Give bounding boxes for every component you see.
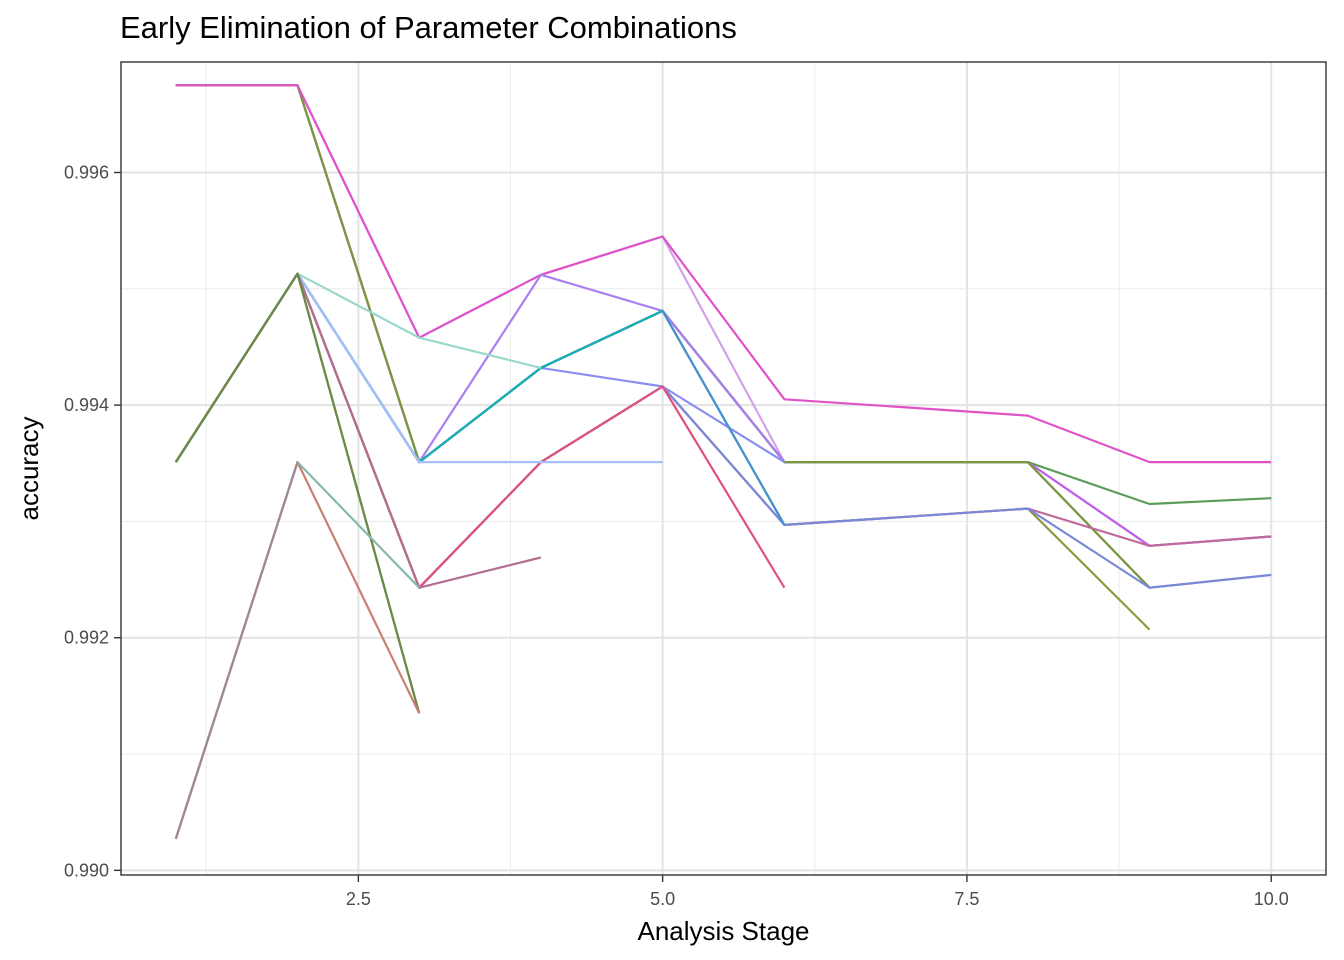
x-axis-title: Analysis Stage	[638, 916, 810, 946]
x-axis: 2.5 5.0 7.5 10.0	[346, 875, 1289, 909]
x-tick-label: 10.0	[1254, 889, 1289, 909]
series-group	[174, 84, 1272, 840]
x-tick-label: 5.0	[650, 889, 675, 909]
y-tick-label: 0.996	[64, 162, 109, 182]
y-tick-label: 0.992	[64, 628, 109, 648]
x-tick-label: 2.5	[346, 889, 371, 909]
series-line-6	[175, 84, 1272, 464]
series-line-22	[174, 461, 299, 840]
y-axis: 0.990 0.992 0.994 0.996	[64, 162, 121, 880]
y-tick-label: 0.990	[64, 860, 109, 880]
series-line-19	[174, 272, 421, 714]
chart-title: Early Elimination of Parameter Combinati…	[120, 10, 737, 45]
y-tick-label: 0.994	[64, 395, 109, 415]
grid	[121, 62, 1326, 875]
x-tick-label: 7.5	[954, 889, 979, 909]
plot-panel-border	[120, 61, 1327, 876]
y-axis-title: accuracy	[14, 416, 44, 520]
